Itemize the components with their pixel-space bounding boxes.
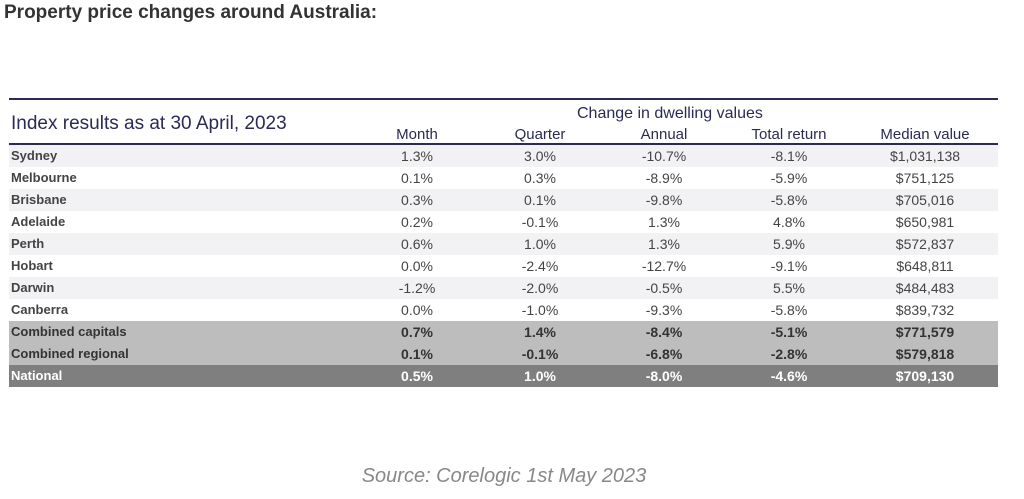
- row-label: Brisbane: [11, 192, 67, 207]
- cell-value: -4.6%: [770, 368, 808, 384]
- cell-value: 1.4%: [524, 324, 556, 340]
- cell-value: -0.1%: [521, 346, 559, 362]
- cell-value: 5.5%: [773, 280, 805, 296]
- cell-value: 5.9%: [773, 236, 805, 252]
- cell-value: 0.7%: [401, 324, 433, 340]
- cell-value: 0.5%: [401, 368, 433, 384]
- cell-value: -5.8%: [770, 192, 808, 208]
- table-top-rule: [9, 98, 998, 100]
- table-row: Combined regional 0.1% -0.1% -6.8% -2.8% $579…: [9, 343, 998, 365]
- cell-value: 0.0%: [401, 302, 433, 318]
- cell-value: $709,130: [895, 368, 955, 384]
- cell-value: $751,125: [895, 170, 955, 186]
- cell-value: 0.1%: [401, 346, 433, 362]
- row-label: Perth: [11, 236, 45, 251]
- group-header: Change in dwelling values: [577, 105, 763, 122]
- cell-value: -5.9%: [770, 170, 808, 186]
- table-row: Hobart 0.0% -2.4% -12.7% -9.1% $648,811: [9, 255, 998, 277]
- cell-value: -5.1%: [770, 324, 808, 340]
- cell-value: -8.0%: [645, 368, 683, 384]
- cell-value: -9.3%: [645, 302, 683, 318]
- cell-value: -6.8%: [645, 346, 683, 362]
- row-label: Darwin: [11, 280, 55, 295]
- index-results-table: Index results as at 30 April, 2023 Chang…: [9, 98, 998, 387]
- cell-value: -9.1%: [770, 258, 808, 274]
- source-caption: Source: Corelogic 1st May 2023: [361, 465, 647, 487]
- table-row: Canberra 0.0% -1.0% -9.3% -5.8% $839,732: [9, 299, 998, 321]
- row-label: National: [11, 368, 63, 383]
- page-title: Property price changes around Australia:: [4, 2, 378, 23]
- cell-value: -2.0%: [521, 280, 559, 296]
- cell-value: -1.2%: [398, 280, 436, 296]
- cell-value: -2.4%: [521, 258, 559, 274]
- row-label: Combined capitals: [11, 324, 127, 339]
- table-row: Brisbane 0.3% 0.1% -9.8% -5.8% $705,016: [9, 189, 998, 211]
- cell-value: -12.7%: [641, 258, 687, 274]
- table-row: National 0.5% 1.0% -8.0% -4.6% $709,130: [9, 365, 998, 387]
- cell-value: $579,818: [895, 346, 955, 362]
- cell-value: 0.6%: [401, 236, 433, 252]
- cell-value: -1.0%: [521, 302, 559, 318]
- table-row: Combined capitals 0.7% 1.4% -8.4% -5.1% $771,…: [9, 321, 998, 343]
- cell-value: 1.3%: [401, 148, 433, 164]
- cell-value: $839,732: [895, 302, 955, 318]
- cell-value: 1.0%: [524, 236, 556, 252]
- cell-value: $1,031,138: [889, 148, 961, 164]
- table-row: Melbourne 0.1% 0.3% -8.9% -5.9% $751,125: [9, 167, 998, 189]
- cell-value: -0.5%: [645, 280, 683, 296]
- cell-value: 0.2%: [401, 214, 433, 230]
- cell-value: -8.9%: [645, 170, 683, 186]
- table-row: Darwin -1.2% -2.0% -0.5% 5.5% $484,483: [9, 277, 998, 299]
- cell-value: 0.1%: [401, 170, 433, 186]
- table-row: Adelaide 0.2% -0.1% 1.3% 4.8% $650,981: [9, 211, 998, 233]
- row-label: Sydney: [11, 148, 58, 163]
- cell-value: $484,483: [895, 280, 955, 296]
- cell-value: 1.0%: [524, 368, 556, 384]
- column-header: Quarter: [514, 126, 566, 143]
- cell-value: $650,981: [895, 214, 955, 230]
- row-label: Hobart: [11, 258, 53, 273]
- row-label: Adelaide: [11, 214, 66, 229]
- cell-value: -8.4%: [645, 324, 683, 340]
- cell-value: $771,579: [895, 324, 955, 340]
- cell-value: -10.7%: [641, 148, 687, 164]
- table-row: Sydney 1.3% 3.0% -10.7% -8.1% $1,031,138: [9, 145, 998, 167]
- cell-value: -2.8%: [770, 346, 808, 362]
- cell-value: 1.3%: [648, 236, 680, 252]
- cell-value: -9.8%: [645, 192, 683, 208]
- column-header: Month: [396, 126, 438, 143]
- table-body: Sydney 1.3% 3.0% -10.7% -8.1% $1,031,138 Melbo…: [9, 145, 998, 387]
- cell-value: 4.8%: [773, 214, 805, 230]
- cell-value: $648,811: [896, 258, 954, 274]
- table-caption: Index results as at 30 April, 2023: [11, 113, 287, 134]
- cell-value: $572,837: [895, 236, 955, 252]
- row-label: Melbourne: [11, 170, 77, 185]
- column-header: Median value: [880, 126, 970, 143]
- cell-value: $705,016: [895, 192, 955, 208]
- row-label: Combined regional: [11, 346, 129, 361]
- cell-value: 0.1%: [524, 192, 556, 208]
- cell-value: -5.8%: [770, 302, 808, 318]
- cell-value: 0.0%: [401, 258, 433, 274]
- column-header: Annual: [640, 126, 688, 143]
- cell-value: 3.0%: [524, 148, 556, 164]
- cell-value: 0.3%: [401, 192, 433, 208]
- table-row: Perth 0.6% 1.0% 1.3% 5.9% $572,837: [9, 233, 998, 255]
- cell-value: -0.1%: [521, 214, 559, 230]
- column-header: Total return: [751, 126, 827, 143]
- cell-value: -8.1%: [770, 148, 808, 164]
- table-header: Index results as at 30 April, 2023 Chang…: [9, 100, 998, 145]
- cell-value: 0.3%: [524, 170, 556, 186]
- cell-value: 1.3%: [648, 214, 680, 230]
- row-label: Canberra: [11, 302, 69, 317]
